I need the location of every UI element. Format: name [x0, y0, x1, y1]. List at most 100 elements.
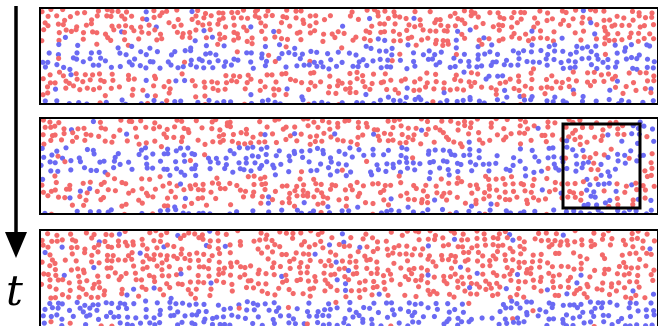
red-particle [409, 34, 415, 40]
blue-particle [391, 97, 397, 103]
blue-particle [61, 272, 67, 278]
blue-particle [609, 322, 615, 326]
red-particle [164, 242, 170, 248]
red-particle [640, 238, 646, 244]
blue-particle [595, 181, 601, 187]
red-particle [578, 260, 584, 266]
red-particle [343, 195, 350, 202]
red-particle [355, 134, 361, 140]
red-particle [642, 295, 648, 301]
red-particle [347, 13, 353, 19]
red-particle [245, 72, 251, 78]
blue-particle [593, 98, 599, 104]
red-particle [259, 194, 265, 200]
blue-particle [215, 58, 221, 64]
blue-particle [404, 66, 410, 72]
red-particle [462, 20, 468, 27]
red-particle [587, 155, 593, 161]
red-particle [347, 253, 353, 259]
red-particle [448, 118, 454, 124]
red-particle [601, 188, 607, 194]
red-particle [97, 119, 103, 125]
red-particle [110, 253, 116, 259]
red-particle [258, 176, 264, 182]
blue-particle [220, 314, 226, 320]
red-particle [83, 197, 89, 203]
red-particle [606, 37, 612, 44]
blue-particle [585, 159, 592, 165]
red-particle [398, 78, 404, 84]
frame-2-border [39, 117, 658, 215]
red-particle [483, 286, 489, 292]
red-particle [514, 20, 520, 26]
red-particle [452, 23, 458, 29]
blue-particle [607, 173, 613, 179]
red-particle [222, 34, 228, 41]
blue-particle [207, 50, 213, 56]
red-particle [481, 231, 487, 237]
blue-particle [650, 291, 657, 297]
blue-particle [641, 123, 647, 129]
blue-particle [70, 313, 76, 319]
red-particle [446, 291, 453, 297]
red-particle [307, 23, 313, 29]
blue-particle [182, 158, 188, 164]
blue-particle [59, 244, 65, 250]
blue-particle [579, 98, 586, 104]
blue-particle [524, 312, 530, 318]
red-particle [528, 265, 534, 271]
blue-particle [119, 97, 125, 103]
red-particle [475, 249, 481, 255]
red-particle [481, 196, 487, 202]
blue-particle [614, 59, 620, 65]
red-particle [493, 256, 499, 262]
red-particle [325, 90, 332, 96]
red-particle [179, 281, 185, 287]
blue-particle [452, 152, 458, 158]
red-particle [564, 238, 570, 244]
red-particle [332, 271, 338, 277]
blue-particle [315, 309, 321, 315]
red-particle [572, 30, 578, 36]
red-particle [419, 37, 425, 43]
red-particle [136, 197, 142, 203]
red-particle [258, 200, 264, 206]
red-particle [158, 144, 164, 150]
red-particle [507, 197, 513, 203]
blue-particle [320, 322, 326, 326]
blue-particle [84, 146, 90, 153]
red-particle [279, 71, 285, 77]
blue-particle [115, 151, 121, 157]
blue-particle [231, 56, 237, 62]
red-particle [244, 28, 250, 34]
blue-particle [266, 307, 272, 313]
blue-particle [201, 301, 207, 307]
red-particle [207, 238, 213, 244]
red-particle [382, 71, 388, 77]
blue-particle [67, 195, 73, 201]
red-particle [238, 264, 244, 270]
red-particle [425, 35, 431, 41]
red-particle [296, 264, 303, 270]
blue-particle [467, 146, 473, 152]
red-particle [262, 84, 268, 90]
red-particle [96, 279, 102, 285]
blue-particle [221, 99, 227, 104]
blue-particle [348, 169, 354, 175]
red-particle [312, 138, 318, 145]
blue-particle [167, 299, 173, 305]
red-particle [108, 85, 114, 91]
red-particle [307, 141, 313, 147]
blue-particle [215, 302, 221, 308]
blue-particle [314, 49, 320, 55]
red-particle [80, 286, 86, 292]
blue-particle [487, 207, 493, 213]
red-particle [311, 194, 317, 200]
red-particle [508, 131, 514, 137]
red-particle [60, 73, 66, 79]
blue-particle [168, 295, 174, 301]
red-particle [95, 249, 101, 255]
red-particle [181, 203, 188, 209]
red-particle [157, 238, 163, 244]
blue-particle [451, 55, 457, 61]
